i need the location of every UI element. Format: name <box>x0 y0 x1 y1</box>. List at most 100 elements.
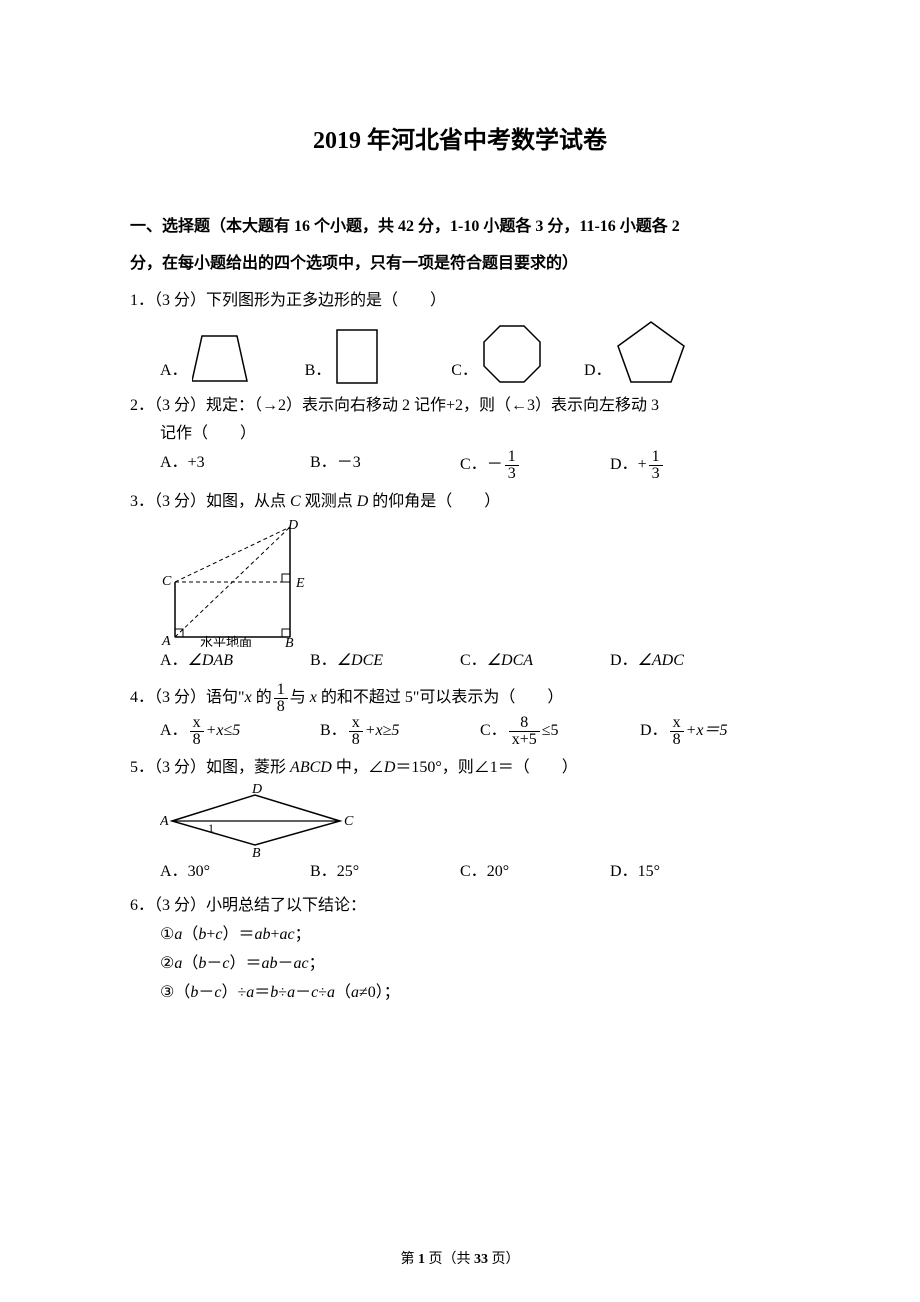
q4-d-label: D． <box>640 722 668 739</box>
q3-b-label: B． <box>310 652 337 669</box>
rhombus-angle-1: 1 <box>208 821 214 835</box>
q4-option-d: D．x8+x＝5 <box>640 715 800 748</box>
q5-option-c: C．20° <box>460 858 610 887</box>
q1-c-label: C． <box>451 357 478 386</box>
frac-num: 1 <box>649 449 663 466</box>
q6-l2a: ② <box>160 955 174 972</box>
q6-l1j: ac <box>280 926 295 943</box>
q4-ta: 语句" <box>206 689 245 706</box>
page-footer: 第 1 页（共 33 页） <box>0 1247 920 1272</box>
q6-number: 6． <box>130 897 154 914</box>
q6-l2i: － <box>278 955 294 972</box>
q2-b-val: －3 <box>337 454 361 471</box>
frac-num: 1 <box>274 682 288 699</box>
q1-d-label: D． <box>584 357 612 386</box>
q3-options: A．∠DAB B．∠DCE C．∠DCA D．∠ADC <box>160 647 790 676</box>
octagon-icon <box>482 324 544 386</box>
frac-1-8: 18 <box>274 682 288 715</box>
q5-b-label: B． <box>310 863 337 880</box>
q3-d-val: ∠ADC <box>638 652 684 669</box>
rhombus-B: B <box>252 846 261 858</box>
q3-stem: 3．（3 分）如图，从点 C 观测点 D 的仰角是（ ） <box>130 488 790 517</box>
q2-option-a: A．+3 <box>160 449 310 482</box>
q6-l3i: ÷ <box>278 984 287 1001</box>
q3-t1: 如图，从点 <box>206 493 290 510</box>
fig-ground-label: 水平地面 <box>200 635 252 647</box>
q2-line1: 2．（3 分）规定：（→2）表示向右移动 2 记作+2，则（←3）表示向左移动 … <box>130 392 790 421</box>
frac-den: 8 <box>349 732 363 748</box>
frac-1-3: 13 <box>505 449 519 482</box>
q5-option-b: B．25° <box>310 858 460 887</box>
footer-e: 页） <box>488 1252 520 1267</box>
q2-c-sign: － <box>487 456 503 473</box>
q5-points: （3 分） <box>154 759 206 776</box>
footer-a: 第 <box>401 1252 419 1267</box>
rhombus-A: A <box>160 814 169 829</box>
section-header-line2: 分，在每小题给出的四个选项中，只有一项是符合题目要求的） <box>130 250 790 279</box>
q5-figure: D A C B 1 <box>130 783 790 858</box>
q3-number: 3． <box>130 493 154 510</box>
rhombus-diagram: D A C B 1 <box>160 783 360 858</box>
exam-title: 2019 年河北省中考数学试卷 <box>130 120 790 163</box>
q4-tc: 与 <box>290 689 310 706</box>
pentagon-icon <box>616 320 688 386</box>
q6-l3p: a <box>351 984 359 1001</box>
q2-number: 2． <box>130 397 154 414</box>
question-1: 1．（3 分）下列图形为正多边形的是（ ） A． B． C． D． <box>130 287 790 386</box>
q3-a-label: A． <box>160 652 188 669</box>
q6-stem: 6．（3 分）小明总结了以下结论： <box>130 892 790 921</box>
q5-number: 5． <box>130 759 154 776</box>
frac-8-x5: 8x+5 <box>509 715 540 748</box>
q4-stem: 4．（3 分）语句"x 的18与 x 的和不超过 5"可以表示为（ ） <box>130 682 790 715</box>
q1-option-d: D． <box>584 320 688 386</box>
q4-points: （3 分） <box>154 689 206 706</box>
frac-den: 3 <box>649 466 663 482</box>
q2-options: A．+3 B．－3 C．－13 D．+13 <box>160 449 790 482</box>
fig-label-E: E <box>295 576 305 591</box>
q1-options: A． B． C． D． <box>160 320 790 386</box>
footer-total: 33 <box>474 1252 488 1267</box>
q1-option-a: A． <box>160 331 250 386</box>
q6-l1g: ）＝ <box>223 926 255 943</box>
q4-b-suf: +x≥5 <box>365 722 400 739</box>
fig-label-C: C <box>162 574 172 589</box>
q6-line3: ③（b－c）÷a＝b÷a－c÷a（a≠0）； <box>130 979 790 1008</box>
q5-c-label: C． <box>460 863 487 880</box>
q2-d-sign: + <box>638 456 647 473</box>
q6-text: 小明总结了以下结论： <box>206 897 366 914</box>
q2-option-d: D．+13 <box>610 449 760 482</box>
q5-t2: 中，∠ <box>336 759 384 776</box>
q2-points: （3 分） <box>154 397 206 414</box>
q6-l3k: － <box>295 984 311 1001</box>
q4-tb: 的 <box>252 689 272 706</box>
question-6: 6．（3 分）小明总结了以下结论： ①a（b+c）＝ab+ac； ②a（b－c）… <box>130 892 790 1007</box>
q2-a-label: A． <box>160 454 188 471</box>
q3-option-b: B．∠DCE <box>310 647 460 676</box>
q3-D: D <box>357 493 369 510</box>
q4-x2: x <box>310 689 317 706</box>
q3-points: （3 分） <box>154 493 206 510</box>
q6-l2k: ； <box>309 955 325 972</box>
q4-options: A．x8+x≤5 B．x8+x≥5 C．8x+5≤5 D．x8+x＝5 <box>160 715 790 748</box>
q2-b-label: B． <box>310 454 337 471</box>
q4-c-suf: ≤5 <box>542 722 559 739</box>
elevation-diagram: D E C A B 水平地面 <box>160 517 330 647</box>
q1-a-label: A． <box>160 357 188 386</box>
q4-a-suf: +x≤5 <box>206 722 241 739</box>
q3-b-val: ∠DCE <box>337 652 383 669</box>
trapezoid-icon <box>192 331 250 386</box>
frac-num: x <box>349 715 363 732</box>
q6-l3c: － <box>198 984 214 1001</box>
frac-den: 3 <box>505 466 519 482</box>
frac-num: x <box>190 715 204 732</box>
q3-t2: 观测点 <box>301 493 357 510</box>
q6-l3j: a <box>287 984 295 1001</box>
rhombus-C: C <box>344 814 354 829</box>
q6-l2j: ac <box>294 955 309 972</box>
fig-label-D: D <box>287 518 298 533</box>
q5-abcd: ABCD <box>290 759 336 776</box>
fig-label-B: B <box>285 636 294 647</box>
q3-c-val: ∠DCA <box>487 652 533 669</box>
q6-l1h: ab <box>255 926 271 943</box>
q2-a-val: +3 <box>188 454 205 471</box>
